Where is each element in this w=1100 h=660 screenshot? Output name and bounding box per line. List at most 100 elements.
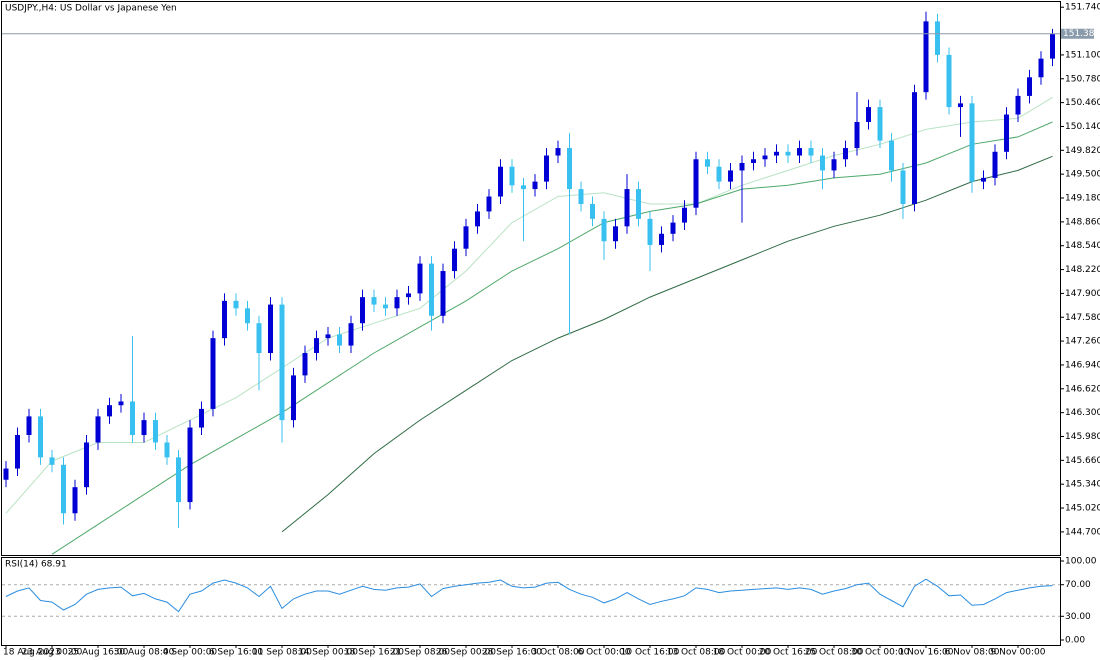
candle-body [578,189,584,204]
candle-body [889,140,894,171]
candle-body [233,300,239,309]
x-tick-label: 4 Sep 00:00 [163,648,218,658]
x-tick-label: 1 Nov 16:00 [899,648,954,658]
candle-body [337,334,342,346]
x-tick-label: 25 Aug 16:00 [68,648,129,658]
candle-body [946,54,952,108]
y-tick-label: 150.140 [1065,122,1100,132]
candle-body [935,21,940,55]
candle-body [61,464,66,514]
candle-body [1015,95,1021,115]
y-tick-label: 146.620 [1065,384,1100,394]
candle-body [1027,77,1032,96]
y-tick-label: 30.00 [1065,612,1091,622]
candle-body [84,442,89,488]
candle-body [256,323,262,354]
candle-body [325,334,331,339]
candle-body [141,420,147,436]
candle-body [3,468,9,480]
candle-body [797,148,802,156]
candle-body [1004,114,1009,152]
candle-body [647,218,653,245]
x-tick-label: 11 Sep 08:00 [252,648,312,658]
candle-body [291,375,296,421]
y-tick-label: 144.700 [1065,527,1100,537]
candle-body [314,338,319,354]
candle-body [659,233,664,245]
candle-body [486,196,492,212]
candle-body [95,416,101,443]
candle-body [360,297,365,324]
y-tick-label: 146.300 [1065,408,1100,418]
candle-body [843,148,848,160]
candle-body [452,248,457,272]
y-tick-label: 147.580 [1065,313,1100,323]
candle-body [555,148,561,156]
candle-body [912,92,917,204]
x-tick-label: 26 Sep 00:00 [436,648,496,658]
candle-body [636,189,641,219]
candle-body [383,304,388,309]
candle-body [118,401,124,406]
y-tick-label: 151.100 [1065,50,1100,60]
x-tick-label: 13 Oct 08:00 [667,648,726,658]
x-tick-label: 25 Oct 08:00 [805,648,864,658]
candle-body [302,353,308,376]
y-tick-label: 70.00 [1065,580,1091,590]
y-tick-label: 150.780 [1065,74,1100,84]
y-tick-label: 151.740 [1065,3,1100,13]
y-tick-label: 145.020 [1065,504,1100,514]
candle-body [958,103,963,108]
candle-body [279,304,285,421]
x-tick-label: 30 Aug 08:00 [114,648,175,658]
candle-body [624,189,630,227]
candle-body [107,405,112,417]
x-tick-label: 18 Oct 00:00 [713,648,772,658]
y-tick-label: 148.220 [1065,265,1100,275]
x-tick-label: 20 Oct 16:00 [759,648,818,658]
candle-body [613,226,618,242]
candle-body [785,151,791,156]
last-price-label: 151.384 [1063,29,1100,39]
candle-body [348,323,354,346]
y-tick-label: 148.860 [1065,217,1100,227]
y-tick-label: 147.900 [1065,289,1100,299]
candle-body [866,107,871,122]
candle-body [601,218,607,242]
candle-body [429,263,434,316]
candle-body [900,170,906,204]
x-tick-label: 18 Sep 16:00 [344,648,404,658]
x-tick-label: 23 Aug 00:00 [22,648,83,658]
candle-body [521,185,526,190]
candle-body [854,121,860,149]
candle-body [72,487,78,514]
candle-body [463,226,469,249]
x-tick-label: 21 Sep 08:00 [390,648,450,658]
candle-body [210,338,216,409]
y-tick-label: 146.940 [1065,360,1100,370]
y-tick-label: 149.500 [1065,170,1100,180]
candle-body [130,401,135,436]
candle-body [670,222,676,234]
y-tick-label: 149.180 [1065,194,1100,204]
candle-body [693,159,699,208]
y-tick-label: 145.660 [1065,456,1100,466]
candle-body [199,408,204,428]
candle-body [153,420,158,443]
candle-body [371,297,377,305]
candle-body [417,263,423,294]
candle-body [808,148,814,156]
y-tick-label: 100.00 [1065,557,1097,567]
candle-body [406,293,411,298]
candle-body [440,271,446,316]
candle-body [981,177,986,182]
moving-average [5,96,1053,514]
candle-body [739,162,745,171]
plot-layer [2,11,1060,617]
y-tick-label: 149.820 [1065,146,1100,156]
candle-body [969,103,975,182]
candle-body [222,300,227,339]
candle-body [831,159,837,171]
candle-body [498,166,503,197]
